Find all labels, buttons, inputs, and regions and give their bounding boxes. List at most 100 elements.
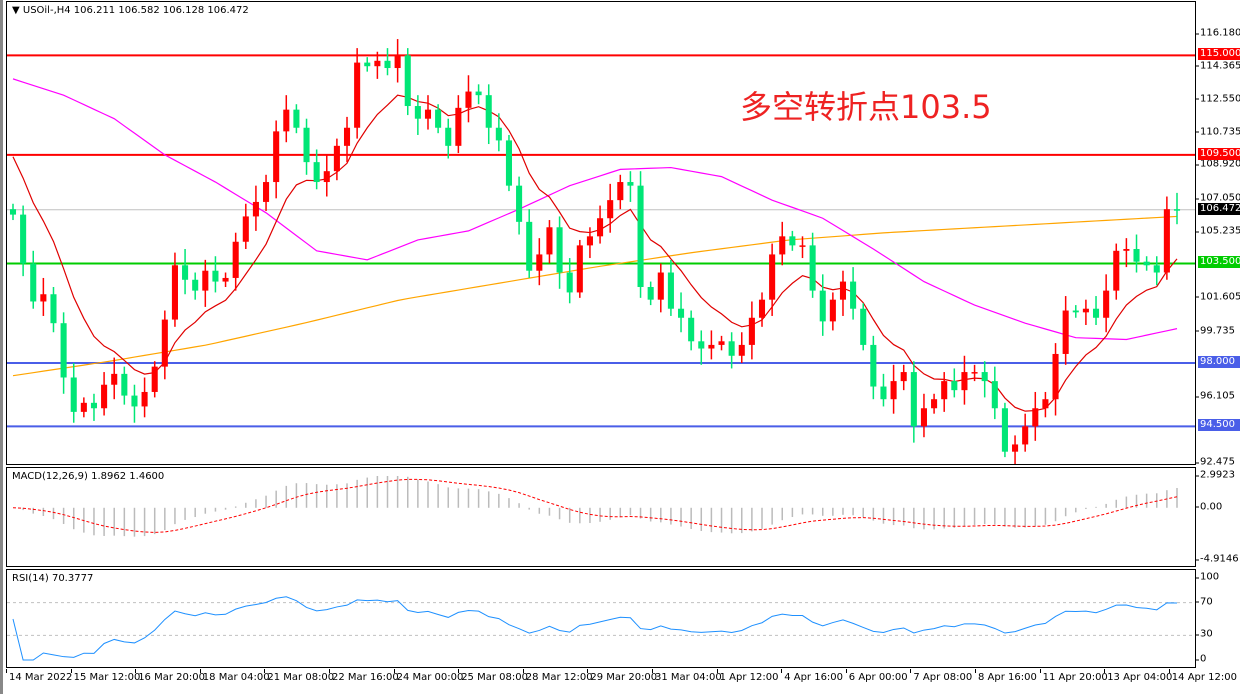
candle-body <box>171 265 178 320</box>
candle-body <box>769 254 776 300</box>
time-tick: 4 Apr 16:00 <box>781 669 844 683</box>
candle-body <box>1143 261 1150 266</box>
candle-body <box>951 381 958 391</box>
candle-body <box>1052 353 1059 400</box>
candle-body <box>111 373 118 385</box>
candle-body <box>677 308 685 318</box>
time-tick: 31 Mar 04:00 <box>652 669 722 683</box>
candle-body <box>657 272 664 300</box>
candle-body <box>182 265 189 280</box>
time-tick: 6 Apr 00:00 <box>845 669 908 683</box>
macd-tick: -4.9146 <box>1196 553 1239 565</box>
candle-body <box>151 366 158 392</box>
candle-body <box>192 279 199 291</box>
candle-body <box>779 236 786 255</box>
time-tick: 13 Apr 04:00 <box>1104 669 1173 683</box>
candle-body <box>941 381 948 400</box>
candle-body <box>637 185 644 288</box>
candle-body <box>222 277 229 282</box>
macd-tick: 0.00 <box>1195 501 1223 513</box>
price-tick: 114.365 <box>1195 60 1240 72</box>
candle-body <box>647 287 654 300</box>
symbol-label[interactable]: ▼ USOil-,H4 106.211 106.582 106.128 106.… <box>12 5 249 16</box>
rsi-svg <box>7 596 1195 661</box>
price-axis[interactable]: 116.180 114.365 112.550 110.735 108.920 107.0… <box>1195 0 1240 468</box>
candle-body <box>505 140 513 186</box>
macd-label: MACD(12,26,9) 1.8962 1.4600 <box>12 471 165 482</box>
candle-body <box>465 91 472 108</box>
price-chart-panel[interactable]: ▼ USOil-,H4 106.211 106.582 106.128 106.… <box>6 1 1196 465</box>
candle-body <box>597 218 604 237</box>
macd-svg <box>12 476 1178 537</box>
candle-body <box>1163 209 1170 273</box>
candle-body <box>404 55 411 107</box>
candle-body <box>718 341 725 345</box>
candle-body <box>758 299 766 318</box>
candle-body <box>232 241 239 278</box>
candle-body <box>829 299 836 322</box>
candle-body <box>242 216 249 242</box>
candle-body <box>516 185 523 222</box>
candle-body <box>384 60 391 69</box>
candle-body <box>374 60 381 67</box>
candle-body <box>445 127 452 146</box>
price-tick: 116.180 <box>1195 27 1240 39</box>
candle-body <box>414 106 421 119</box>
candle-body <box>394 55 401 69</box>
candle-body <box>1072 310 1079 313</box>
candle-body <box>839 281 847 300</box>
rsi-panel[interactable]: RSI(14) 70.3777 <box>6 569 1196 668</box>
price-tick: 96.105 <box>1196 390 1235 402</box>
candle-body <box>1123 248 1130 251</box>
candle-body <box>141 391 148 407</box>
current-price-badge: 106.472 <box>1198 202 1240 215</box>
time-tick: 24 Mar 00:00 <box>393 669 464 683</box>
time-axis[interactable]: 14 Mar 2022 15 Mar 12:00 16 Mar 20:00 18 Ma… <box>5 669 1237 689</box>
time-tick: 15 Mar 12:00 <box>70 669 141 683</box>
candle-body <box>161 319 168 367</box>
candle-body <box>880 386 887 400</box>
rsi-tick: 70 <box>1196 596 1213 608</box>
candle-body <box>263 182 270 202</box>
time-tick: 1 Apr 12:00 <box>716 669 779 683</box>
macd-signal-line <box>12 478 1178 533</box>
candle-body <box>343 127 351 146</box>
candle-body <box>1133 248 1140 262</box>
candle-body <box>101 384 108 409</box>
candle-body <box>809 245 816 291</box>
candle-body <box>526 221 533 271</box>
candle-body <box>688 317 695 342</box>
candle-body <box>1012 444 1019 452</box>
candle-body <box>121 373 128 396</box>
macd-tick: 2.9923 <box>1196 469 1235 481</box>
candle-body <box>1153 265 1160 273</box>
macd-panel[interactable]: MACD(12,26,9) 1.8962 1.4600 <box>6 467 1196 567</box>
candle-body <box>212 270 219 282</box>
candle-body <box>566 272 573 293</box>
candle-body <box>80 402 87 412</box>
candle-body <box>536 254 543 271</box>
candle-body <box>323 171 330 183</box>
time-tick: 14 Mar 2022 <box>5 669 73 683</box>
price-tick: 92.475 <box>1196 456 1235 468</box>
macd-axis: 2.9923 0.00 -4.9146 <box>1195 467 1240 567</box>
candle-body <box>293 109 300 128</box>
level-badge: 109.500 <box>1198 147 1240 160</box>
time-tick: 28 Mar 12:00 <box>522 669 593 683</box>
time-tick: 22 Mar 16:00 <box>329 669 399 683</box>
candle-body <box>556 227 563 273</box>
time-tick: 21 Mar 08:00 <box>264 669 335 683</box>
candle-body <box>40 294 47 302</box>
candle-body <box>1173 209 1181 211</box>
candle-body <box>799 245 806 247</box>
candle-body <box>738 344 745 356</box>
time-tick: 18 Mar 04:00 <box>199 669 270 683</box>
candle-body <box>870 344 877 387</box>
candle-body <box>1032 408 1039 427</box>
candle-body <box>789 236 796 246</box>
candle-body <box>546 227 553 255</box>
candle-body <box>850 281 857 309</box>
candle-body <box>961 372 968 391</box>
candle-body <box>981 372 988 382</box>
